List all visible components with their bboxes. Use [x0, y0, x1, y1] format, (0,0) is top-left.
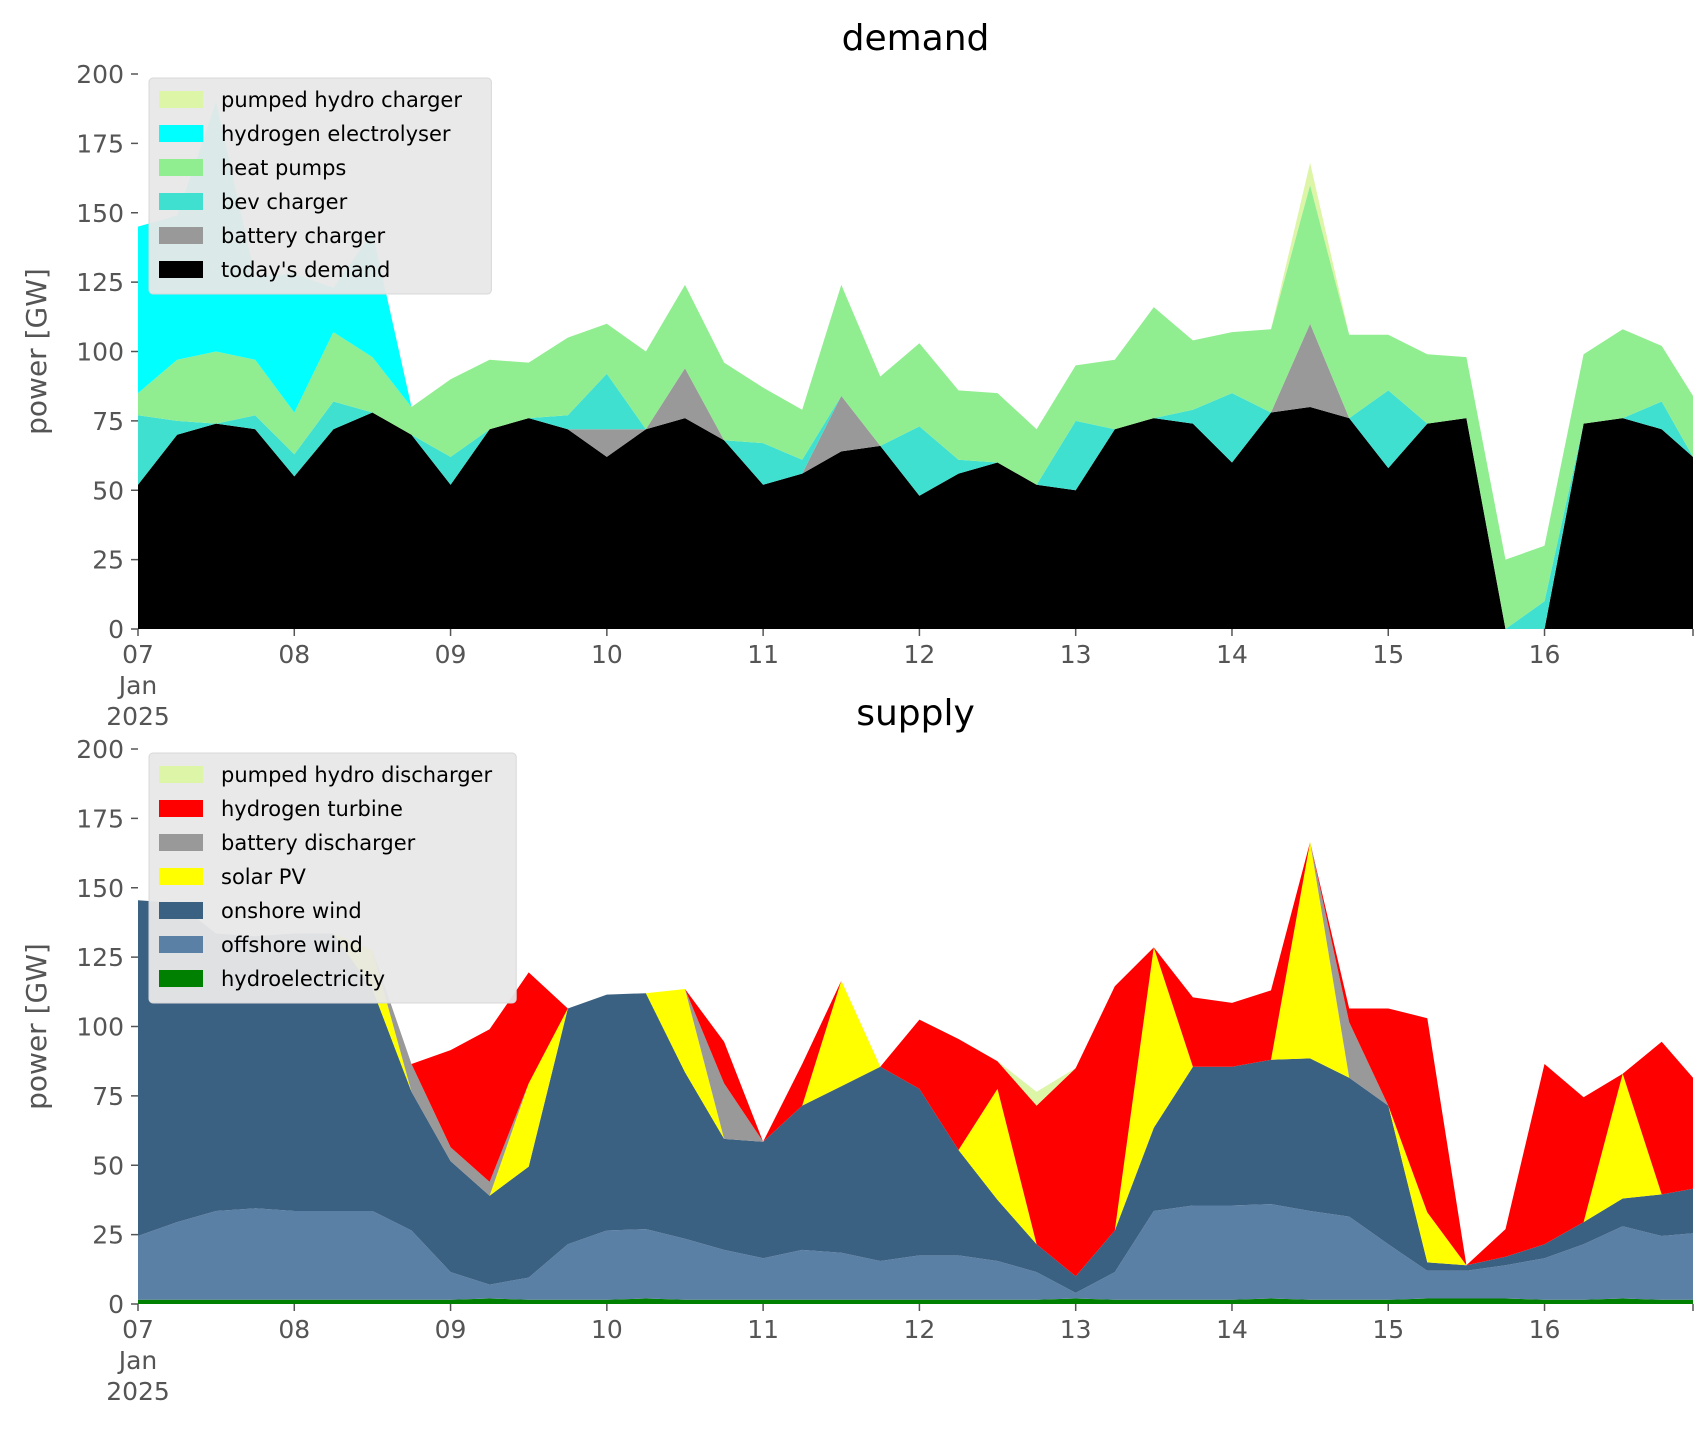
legend-swatch-today-s-demand [159, 261, 203, 278]
area-today-s-demand [138, 407, 1693, 629]
legend: pumped hydro discharger hydrogen turbine b… [148, 752, 517, 1004]
y-tick-label: 200 [76, 60, 124, 89]
area-bev-charger [138, 323, 1693, 629]
x-tick-label: Jan [117, 671, 158, 700]
y-tick-label: 100 [76, 338, 124, 367]
legend-swatch-pumped-hydro-discharger [159, 766, 203, 783]
legend-label-battery-charger: battery charger [221, 224, 386, 248]
y-tick-label: 0 [108, 615, 124, 644]
x-tick-label: 14 [1216, 640, 1248, 669]
legend-label-pumped-hydro-discharger: pumped hydro discharger [221, 763, 492, 787]
legend-label-solar-pv: solar PV [221, 865, 306, 889]
x-tick-label: 16 [1529, 1315, 1561, 1344]
y-tick-label: 175 [76, 129, 124, 158]
y-tick-label: 175 [76, 804, 124, 833]
x-tick-label: 12 [904, 1315, 936, 1344]
x-tick-label: 11 [747, 1315, 779, 1344]
area-offshore-wind [138, 1204, 1693, 1300]
y-tick-label: 75 [92, 1082, 124, 1111]
x-tick-label: 08 [278, 1315, 310, 1344]
y-tick-label: 0 [108, 1290, 124, 1319]
y-tick-label: 125 [76, 943, 124, 972]
y-tick-label: 50 [92, 476, 124, 505]
x-tick-label: 11 [747, 640, 779, 669]
legend-swatch-heat-pumps [159, 159, 203, 176]
x-tick-label: 13 [1060, 640, 1092, 669]
y-tick-label: 200 [76, 735, 124, 764]
legend-swatch-battery-discharger [159, 834, 203, 851]
y-tick-label: 75 [92, 407, 124, 436]
chart-title: demand [842, 18, 990, 59]
legend-label-hydrogen-electrolyser: hydrogen electrolyser [221, 122, 451, 146]
y-tick-label: 50 [92, 1151, 124, 1180]
x-tick-label: 09 [435, 640, 467, 669]
legend-label-hydrogen-turbine: hydrogen turbine [221, 797, 403, 821]
y-tick-label: 25 [92, 546, 124, 575]
legend-box [148, 752, 517, 1004]
area-heat-pumps [138, 185, 1693, 629]
x-tick-label: 13 [1060, 1315, 1092, 1344]
x-tick-label: 08 [278, 640, 310, 669]
x-tick-label: 07 [122, 640, 154, 669]
legend-swatch-pumped-hydro-charger [159, 91, 203, 108]
y-tick-label: 100 [76, 1013, 124, 1042]
area-onshore-wind [138, 900, 1693, 1293]
x-tick-label: 15 [1372, 1315, 1404, 1344]
y-tick-label: 125 [76, 268, 124, 297]
x-tick-label: 2025 [106, 1377, 170, 1406]
area-hydroelectricity [138, 1298, 1693, 1304]
legend-swatch-hydrogen-turbine [159, 800, 203, 817]
legend-swatch-solar-pv [159, 868, 203, 885]
legend-label-onshore-wind: onshore wind [221, 899, 362, 923]
x-tick-label: 12 [904, 640, 936, 669]
legend-label-today-s-demand: today's demand [221, 258, 390, 282]
x-tick-label: 2025 [106, 702, 170, 731]
x-tick-label: Jan [117, 1346, 158, 1375]
x-tick-label: 15 [1372, 640, 1404, 669]
x-tick-label: 16 [1529, 640, 1561, 669]
legend-label-battery-discharger: battery discharger [221, 831, 416, 855]
legend-box [148, 77, 492, 295]
legend-swatch-offshore-wind [159, 936, 203, 953]
x-tick-label: 10 [591, 1315, 623, 1344]
legend-swatch-bev-charger [159, 193, 203, 210]
supply-chart: supply 0 25 50 75 100 125 150 175 200 power [GW] 07… [20, 693, 1694, 1406]
y-axis-label: power [GW] [20, 268, 53, 435]
x-tick-label: 09 [435, 1315, 467, 1344]
x-tick-label: 07 [122, 1315, 154, 1344]
x-tick-label: 10 [591, 640, 623, 669]
y-tick-label: 150 [76, 199, 124, 228]
area-hydrogen-turbine [138, 842, 1693, 1277]
legend-label-pumped-hydro-charger: pumped hydro charger [221, 88, 462, 112]
legend-label-bev-charger: bev charger [221, 190, 348, 214]
x-tick-label: 14 [1216, 1315, 1248, 1344]
chart-title: supply [856, 693, 975, 734]
y-tick-label: 150 [76, 874, 124, 903]
legend-swatch-hydrogen-electrolyser [159, 125, 203, 142]
legend-swatch-onshore-wind [159, 902, 203, 919]
area-solar-pv [138, 842, 1693, 1277]
legend-swatch-hydroelectricity [159, 970, 203, 987]
legend-label-offshore-wind: offshore wind [221, 933, 363, 957]
legend: pumped hydro charger hydrogen electrolyse… [148, 77, 492, 295]
y-axis-label: power [GW] [20, 943, 53, 1110]
y-tick-label: 25 [92, 1221, 124, 1250]
area-battery-charger [138, 323, 1693, 629]
legend-label-heat-pumps: heat pumps [221, 156, 346, 180]
legend-swatch-battery-charger [159, 227, 203, 244]
legend-label-hydroelectricity: hydroelectricity [221, 967, 385, 991]
demand-chart: demand 0 25 50 75 100 125 150 175 200 power [GW] 07… [20, 18, 1694, 731]
